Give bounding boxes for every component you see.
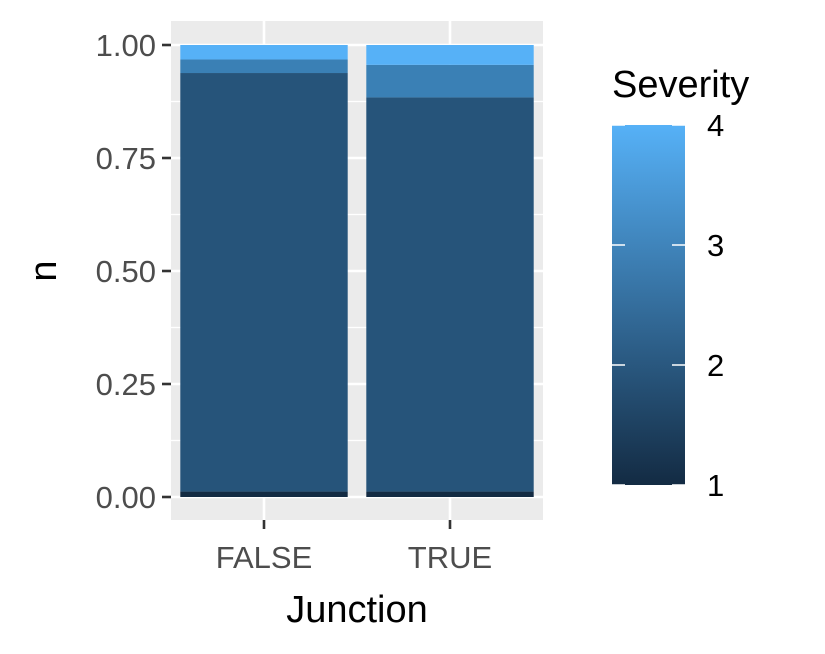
legend-label: 1	[707, 468, 724, 503]
legend: Severity 4 3 2 1	[612, 64, 749, 503]
y-tick-label: 0.75	[96, 141, 156, 176]
bars	[180, 45, 534, 497]
legend-label: 2	[707, 348, 724, 383]
x-axis-title: Junction	[286, 589, 428, 631]
x-tick-label: FALSE	[216, 540, 313, 575]
x-tick-label: TRUE	[408, 540, 492, 575]
legend-colorbar	[612, 125, 685, 485]
bar-segment-false-severity-4	[180, 45, 348, 60]
legend-title: Severity	[612, 64, 749, 106]
legend-label: 3	[707, 228, 724, 263]
bar-segment-false-severity-1	[180, 491, 348, 497]
y-tick-label: 1.00	[96, 28, 156, 63]
bar-segment-false-severity-3	[180, 59, 348, 74]
legend-ticks: 4 3 2 1	[612, 108, 724, 503]
bar-segment-false-severity-2	[180, 73, 348, 492]
y-tick-label: 0.25	[96, 367, 156, 402]
bar-segment-true-severity-1	[366, 491, 534, 497]
bar-segment-true-severity-3	[366, 64, 534, 98]
bar-segment-true-severity-2	[366, 97, 534, 492]
y-tick-label: 0.50	[96, 254, 156, 289]
y-axis-title: n	[23, 260, 65, 281]
y-tick-label: 0.00	[96, 480, 156, 515]
axes: 0.00 0.25 0.50 0.75 1.00 FALSE TRUE	[96, 28, 493, 575]
legend-label: 4	[707, 108, 724, 143]
bar-segment-true-severity-4	[366, 45, 534, 65]
